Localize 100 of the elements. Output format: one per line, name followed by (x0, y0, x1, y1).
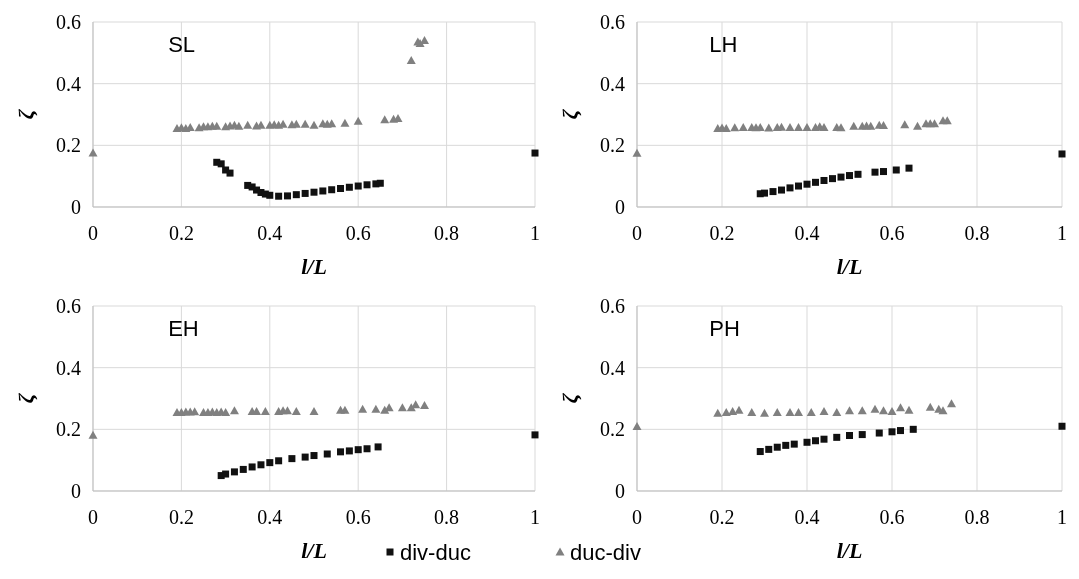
point (300, 119, 310, 128)
x-tick-label: 0.2 (168, 222, 194, 244)
point (309, 406, 319, 415)
point (819, 406, 829, 415)
point (875, 429, 883, 437)
x-tick-label: 0.2 (709, 222, 735, 244)
point (301, 189, 309, 197)
point (266, 191, 274, 199)
point (319, 187, 327, 195)
point (879, 121, 888, 130)
point (879, 406, 888, 415)
point (239, 465, 247, 473)
point (803, 180, 811, 188)
point (765, 445, 773, 453)
y-tick-label: 0.4 (600, 72, 625, 95)
point (819, 122, 829, 131)
point (234, 121, 244, 130)
point (764, 123, 774, 132)
point (857, 406, 867, 415)
point (913, 121, 922, 130)
y-tick-label: 0 (615, 196, 625, 218)
point (531, 149, 539, 157)
point (854, 170, 862, 178)
point (283, 192, 291, 200)
point (340, 405, 350, 414)
point (769, 188, 777, 196)
point (337, 448, 345, 456)
x-axis-title: l/L (301, 254, 327, 279)
point (846, 432, 853, 439)
point (761, 189, 768, 197)
y-tick-label: 0.4 (56, 356, 81, 379)
x-tick-label: 0 (88, 222, 98, 244)
y-axis-title: ζ (557, 108, 582, 120)
x-tick-label: 0.4 (794, 222, 820, 244)
point (354, 182, 362, 190)
point (275, 192, 283, 200)
text: EH (168, 316, 199, 341)
point (730, 123, 740, 132)
point (376, 179, 384, 187)
point (531, 431, 539, 439)
point (794, 122, 803, 131)
point (858, 431, 866, 439)
point (380, 405, 390, 414)
point (756, 448, 764, 456)
point (786, 184, 794, 192)
point (212, 121, 222, 130)
point (747, 407, 757, 416)
x-tick-label: 0.2 (168, 506, 194, 528)
point (354, 446, 362, 454)
point (1058, 422, 1066, 430)
point (420, 401, 429, 410)
point (353, 116, 363, 125)
x-tick-label: 0.2 (709, 506, 735, 528)
point (229, 406, 239, 415)
point (323, 450, 331, 458)
x-axis-title: l/L (836, 538, 863, 563)
x-tick-label: 0.6 (345, 222, 371, 244)
point (292, 191, 300, 199)
point (812, 178, 819, 186)
point (925, 402, 935, 411)
y-tick-label: 0.4 (600, 356, 625, 379)
x-tick-label: 0 (632, 222, 642, 244)
point (310, 188, 318, 196)
x-tick-label: 0 (632, 506, 642, 528)
point (266, 459, 274, 467)
point (896, 403, 905, 412)
point (257, 461, 265, 469)
x-tick-label: 0.4 (257, 222, 283, 244)
y-tick-label: 0.4 (56, 72, 81, 95)
legend-label: div-duc (400, 540, 471, 565)
y-tick-label: 0.6 (56, 295, 81, 317)
point (836, 123, 846, 132)
point (411, 400, 421, 409)
point (829, 175, 836, 183)
point (275, 457, 283, 465)
point (880, 168, 887, 176)
x-axis-title: l/L (301, 538, 327, 563)
x-tick-label: 1 (530, 222, 540, 244)
point (790, 440, 798, 448)
x-tick-label: 0.8 (434, 506, 460, 528)
point (930, 119, 939, 128)
point (226, 169, 234, 177)
text: LH (709, 32, 738, 57)
point (374, 443, 382, 451)
y-tick-label: 0 (615, 480, 625, 502)
text: SL (168, 32, 196, 57)
point (802, 122, 812, 131)
point (738, 122, 748, 131)
point (785, 122, 795, 131)
x-tick-label: 0.4 (257, 506, 283, 528)
point (947, 399, 956, 408)
point (832, 407, 842, 416)
point (380, 115, 390, 124)
point (713, 408, 723, 417)
point (871, 168, 879, 176)
text: PH (709, 316, 740, 341)
point (222, 470, 230, 478)
point (310, 452, 318, 460)
point (728, 406, 738, 415)
point (721, 407, 731, 416)
